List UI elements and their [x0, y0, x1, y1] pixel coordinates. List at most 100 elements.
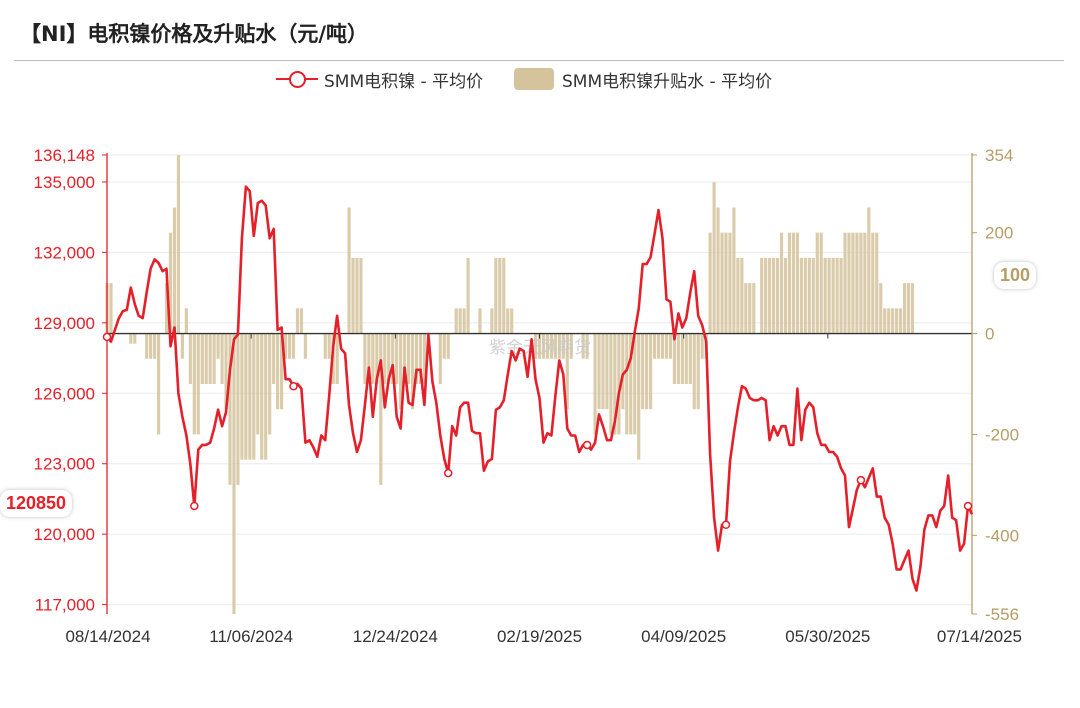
- premium-bar: [252, 333, 256, 460]
- price-marker: [856, 475, 866, 485]
- premium-bar: [668, 333, 673, 359]
- premium-bar: [637, 333, 641, 460]
- legend-item-premium[interactable]: SMM电积镍升贴水 - 平均价: [514, 66, 772, 92]
- premium-bar: [379, 333, 383, 485]
- premium-bar: [299, 308, 304, 334]
- premium-bar: [387, 333, 391, 384]
- premium-bar: [454, 308, 458, 334]
- premium-bar: [208, 333, 212, 384]
- left-tick-label: 117,000: [35, 596, 95, 615]
- premium-bar: [149, 333, 153, 359]
- premium-bar: [601, 333, 605, 410]
- premium-bar: [403, 333, 407, 384]
- premium-bar: [823, 257, 827, 334]
- premium-bar: [772, 257, 776, 334]
- premium-bar: [835, 257, 839, 334]
- premium-bar: [688, 333, 692, 384]
- premium-bar: [621, 333, 625, 410]
- premium-bar: [323, 333, 327, 359]
- premium-bar: [605, 333, 609, 410]
- left-tick-label: 135,000: [34, 173, 95, 192]
- premium-bar: [180, 333, 184, 359]
- premium-bar: [569, 333, 573, 359]
- premium-bar: [855, 232, 859, 334]
- chart-legend: SMM电积镍 - 平均价 SMM电积镍升贴水 - 平均价: [0, 66, 1080, 92]
- premium-bar: [593, 333, 597, 435]
- premium-bar: [478, 308, 482, 334]
- right-tick-label: 0: [985, 325, 994, 344]
- premium-bar: [129, 333, 133, 344]
- premium-bar: [847, 232, 851, 334]
- premium-bar: [533, 333, 538, 359]
- premium-bar: [875, 232, 879, 334]
- premium-bar: [783, 257, 788, 334]
- premium-bar: [541, 333, 546, 359]
- premium-bar: [692, 333, 696, 410]
- premium-bar: [502, 257, 506, 334]
- premium-bar: [347, 207, 351, 334]
- premium-bar: [728, 232, 732, 334]
- premium-bar: [807, 257, 811, 334]
- price-line: [106, 185, 974, 592]
- premium-bar: [355, 257, 359, 334]
- premium-bar: [736, 257, 740, 334]
- premium-bar: [446, 333, 450, 359]
- left-tick-label: 120,000: [34, 525, 95, 544]
- legend-item-price[interactable]: SMM电积镍 - 平均价: [276, 66, 483, 92]
- price-marker: [443, 468, 453, 478]
- premium-bar: [363, 333, 367, 384]
- premium-bar: [399, 333, 403, 410]
- premium-bar: [406, 333, 411, 384]
- premium-bar: [506, 308, 510, 334]
- premium-bar: [645, 333, 649, 410]
- premium-bar: [684, 333, 688, 384]
- premium-bar: [537, 333, 542, 359]
- premium-bar: [228, 333, 232, 485]
- premium-bar: [609, 333, 613, 435]
- premium-bar: [581, 333, 585, 359]
- premium-bar: [545, 333, 550, 359]
- premium-bar: [188, 333, 192, 384]
- premium-bar: [672, 333, 676, 384]
- premium-bar: [244, 333, 248, 460]
- premium-bar: [168, 232, 173, 334]
- premium-bar: [200, 333, 204, 384]
- premium-bar: [351, 257, 355, 334]
- premium-bar: [664, 333, 669, 359]
- premium-bar: [700, 333, 704, 359]
- premium-bar: [510, 308, 514, 334]
- premium-bar: [204, 333, 208, 384]
- premium-bar: [260, 333, 264, 460]
- right-tick-label: 200: [985, 224, 1013, 243]
- price-marker: [190, 501, 199, 511]
- premium-bar: [891, 308, 895, 334]
- premium-bar: [887, 308, 891, 334]
- left-tick-label: 126,000: [34, 384, 95, 403]
- premium-bar: [383, 333, 387, 384]
- legend-label-price: SMM电积镍 - 平均价: [324, 71, 484, 92]
- premium-bar: [565, 333, 569, 410]
- premium-bar: [283, 333, 288, 359]
- premium-bar: [748, 283, 752, 334]
- right-tick-label: -400: [985, 526, 1019, 545]
- price-marker: [721, 520, 731, 530]
- legend-line-swatch: [276, 69, 318, 89]
- premium-bar: [272, 333, 276, 384]
- premium-bar: [827, 257, 831, 334]
- premium-bar: [859, 232, 863, 334]
- premium-bar: [815, 232, 819, 334]
- price-marker: [102, 332, 112, 342]
- premium-bar: [795, 232, 799, 334]
- premium-bar: [291, 333, 296, 359]
- price-marker: [963, 501, 973, 511]
- right-tick-label: 354: [985, 146, 1013, 165]
- premium-bar: [276, 333, 280, 410]
- premium-bar: [458, 308, 462, 334]
- premium-bar: [216, 333, 220, 359]
- premium-bar: [895, 308, 899, 334]
- premium-bar: [553, 333, 557, 359]
- premium-bar: [176, 155, 181, 334]
- title-divider: [14, 60, 1064, 61]
- premium-bar: [803, 257, 807, 334]
- premium-bar: [744, 283, 748, 334]
